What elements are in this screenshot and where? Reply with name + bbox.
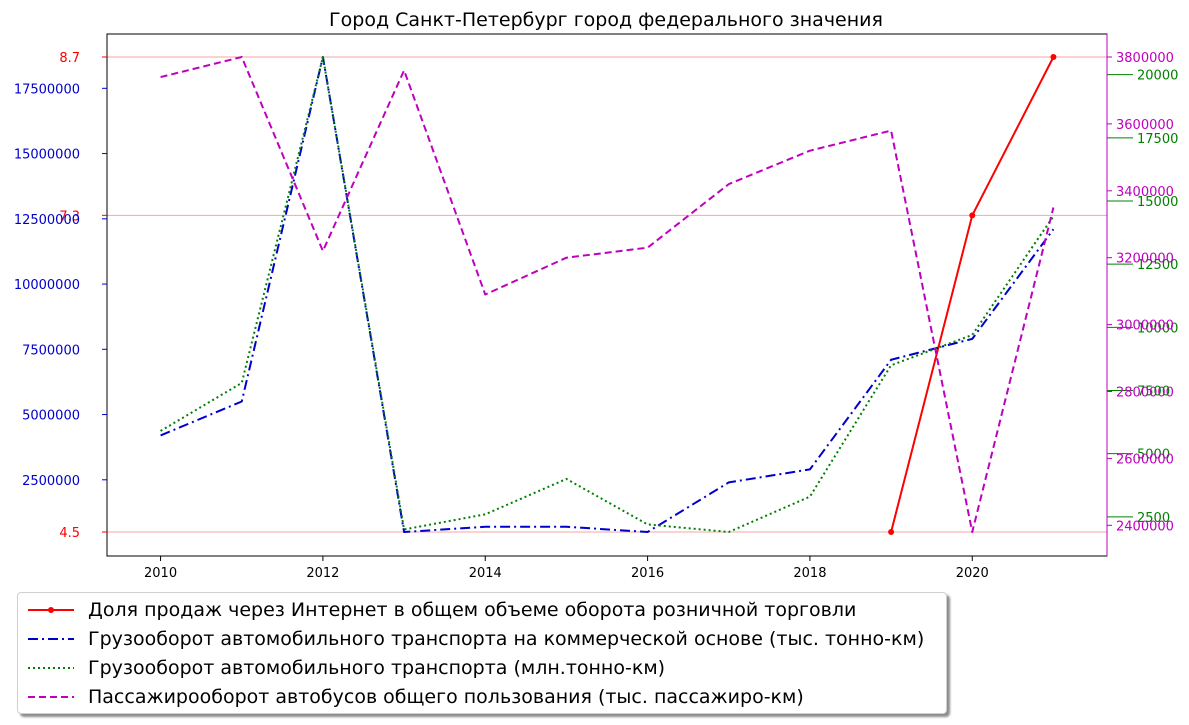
green-axis-tick-label-1: 5000 bbox=[1137, 448, 1170, 463]
legend-swatch-commercial-freight bbox=[28, 638, 74, 640]
green-axis-tick-label-3: 10000 bbox=[1137, 321, 1178, 336]
legend-item-bus-passenger: Пассажирооборот автобусов общего пользов… bbox=[18, 684, 804, 710]
series-point-internet-share-2 bbox=[1050, 54, 1057, 60]
x-tick-label-1: 2012 bbox=[306, 566, 339, 581]
magenta-axis-tick-label-6: 3600000 bbox=[1116, 118, 1174, 133]
blue-axis-tick-label-0: 2500000 bbox=[22, 474, 80, 489]
magenta-axis-tick-label-4: 3200000 bbox=[1116, 252, 1174, 267]
grid-lines bbox=[107, 56, 1107, 533]
series-line-freight-turnover bbox=[160, 56, 1055, 533]
x-tick-label-0: 2010 bbox=[144, 566, 177, 581]
legend-item-commercial-freight: Грузооборот автомобильного транспорта на… bbox=[18, 626, 924, 652]
green-axis-tick-label-4: 12500 bbox=[1137, 258, 1178, 273]
legend-swatch-bus-passenger bbox=[28, 696, 74, 698]
series-line-commercial-freight bbox=[160, 56, 1055, 533]
series-point-internet-share-0 bbox=[888, 529, 895, 535]
legend-label-commercial-freight: Грузооборот автомобильного транспорта на… bbox=[88, 628, 925, 650]
blue-axis-tick-label-3: 10000000 bbox=[14, 278, 80, 293]
magenta-axis-tick-label-3: 3000000 bbox=[1116, 319, 1174, 334]
green-axis-tick-label-7: 20000 bbox=[1137, 69, 1178, 84]
x-tick-label-4: 2018 bbox=[793, 566, 826, 581]
legend: Доля продаж через Интернет в общем объем… bbox=[17, 592, 947, 714]
axes-group: 2010 2012 2014 2016 2018 2020 4.5 7.3 8.7 2500000… bbox=[14, 33, 1178, 581]
red-axis-tick-label-0: 4.5 bbox=[59, 526, 80, 541]
red-axis-tick-label-1: 7.3 bbox=[59, 209, 80, 224]
series-line-bus-passenger bbox=[160, 56, 1055, 533]
magenta-axis-tick-label-0: 2400000 bbox=[1116, 519, 1174, 534]
legend-label-bus-passenger: Пассажирооборот автобусов общего пользов… bbox=[88, 686, 804, 708]
blue-axis-tick-label-1: 5000000 bbox=[22, 409, 80, 424]
blue-axis-tick-label-5: 15000000 bbox=[14, 148, 80, 163]
green-axis-tick-label-5: 15000 bbox=[1137, 195, 1178, 210]
blue-axis-tick-label-6: 17500000 bbox=[14, 82, 80, 97]
legend-label-internet-share: Доля продаж через Интернет в общем объем… bbox=[88, 599, 857, 621]
green-axis-tick-label-6: 17500 bbox=[1137, 132, 1178, 147]
blue-axis-tick-label-4: 12500000 bbox=[14, 213, 80, 228]
magenta-axis-tick-label-5: 3400000 bbox=[1116, 185, 1174, 200]
series-line-internet-share bbox=[890, 56, 1055, 533]
x-tick-label-2: 2014 bbox=[469, 566, 502, 581]
x-tick-label-3: 2016 bbox=[631, 566, 664, 581]
chart-title: Город Санкт-Петербург город федерального… bbox=[329, 9, 883, 31]
plot-frame bbox=[106, 33, 1108, 557]
green-axis-tick-label-0: 2500 bbox=[1137, 511, 1170, 526]
magenta-axis-tick-label-2: 2800000 bbox=[1116, 386, 1174, 401]
legend-label-freight-turnover: Грузооборот автомобильного транспорта (м… bbox=[88, 657, 666, 679]
magenta-axis-tick-label-7: 3800000 bbox=[1116, 51, 1174, 66]
blue-axis-tick-label-2: 7500000 bbox=[22, 343, 80, 358]
magenta-axis-tick-label-1: 2600000 bbox=[1116, 452, 1174, 467]
red-axis-tick-label-2: 8.7 bbox=[59, 51, 80, 66]
green-axis-tick-label-2: 7500 bbox=[1137, 385, 1170, 400]
legend-swatch-freight-turnover bbox=[28, 667, 74, 669]
legend-item-freight-turnover: Грузооборот автомобильного транспорта (м… bbox=[18, 655, 665, 681]
legend-swatch-internet-share bbox=[28, 607, 74, 613]
x-tick-label-5: 2020 bbox=[956, 566, 989, 581]
series-point-internet-share-1 bbox=[969, 212, 976, 219]
series-group bbox=[160, 54, 1057, 535]
legend-item-internet-share: Доля продаж через Интернет в общем объем… bbox=[18, 597, 856, 623]
